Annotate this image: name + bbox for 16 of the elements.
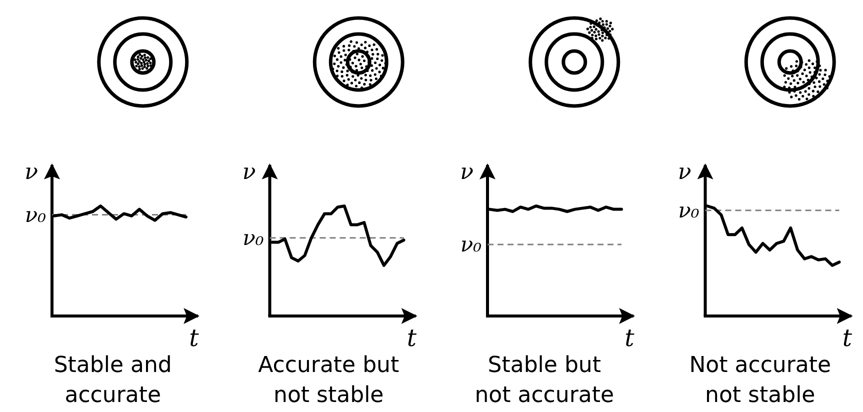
text: Accurate but not stable	[258, 353, 400, 408]
ref-line-label: ν₀	[242, 226, 264, 250]
text: Not accurate not stable	[689, 353, 832, 408]
y-axis-title: ν	[242, 160, 256, 185]
x-axis-title: t	[842, 324, 852, 352]
x-axis-title: t	[406, 324, 417, 352]
x-axis-title: t	[189, 324, 200, 352]
y-axis-title: ν	[24, 160, 38, 185]
y-axis-title: ν	[678, 160, 692, 185]
x-axis-title: t	[624, 324, 635, 352]
ref-line-label: ν₀	[460, 232, 482, 256]
text: Stable and accurate	[54, 353, 172, 408]
y-axis-title: ν	[460, 160, 474, 185]
ref-line-label: ν₀	[678, 198, 700, 222]
ref-line-label: ν₀	[24, 202, 47, 227]
text: Stable but not accurate	[474, 353, 614, 408]
